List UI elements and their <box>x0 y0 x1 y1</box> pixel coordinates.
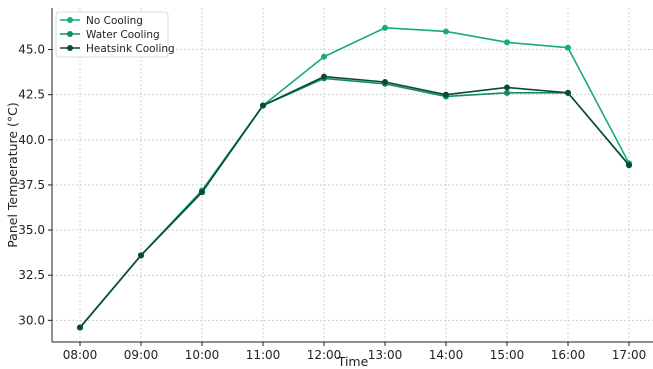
x-tick-label: 11:00 <box>246 348 281 362</box>
data-point <box>382 79 388 86</box>
data-point <box>504 89 510 96</box>
legend-label: Water Cooling <box>86 29 160 41</box>
y-axis-label: Panel Temperature (°C) <box>5 102 20 248</box>
x-tick-label: 08:00 <box>63 348 98 362</box>
legend: No Cooling Water Cooling Heatsink Cooling <box>55 11 175 58</box>
legend-label: No Cooling <box>86 15 143 27</box>
series-0 <box>77 24 632 331</box>
y-tick-label: 32.5 <box>18 268 45 282</box>
y-tick-label: 45.0 <box>18 43 45 57</box>
y-tick-label: 37.5 <box>18 178 45 192</box>
y-tick-label: 42.5 <box>18 88 45 102</box>
series-layer <box>77 24 632 331</box>
series-line <box>79 27 630 329</box>
data-point <box>199 189 205 196</box>
series-1 <box>77 75 632 331</box>
data-point <box>565 44 571 51</box>
x-axis-label: Time <box>337 354 369 369</box>
series-2 <box>77 73 632 331</box>
data-point <box>382 24 388 31</box>
x-tick-label: 13:00 <box>368 348 403 362</box>
x-tick-label: 16:00 <box>551 348 586 362</box>
x-tick-label: 10:00 <box>185 348 220 362</box>
legend-swatch-marker <box>67 31 73 37</box>
x-tick-label: 14:00 <box>429 348 464 362</box>
data-point <box>321 73 327 80</box>
data-point <box>626 162 632 169</box>
data-point <box>321 53 327 60</box>
data-point <box>504 84 510 91</box>
legend-item: Water Cooling <box>60 29 160 41</box>
legend-item: No Cooling <box>60 15 143 27</box>
series-line <box>79 75 630 329</box>
grid <box>52 8 653 342</box>
data-point <box>565 89 571 96</box>
y-tick-label: 35.0 <box>18 223 45 237</box>
y-ticks: 30.0 32.5 35.0 37.5 40.0 42.5 45.0 <box>18 43 52 327</box>
y-tick-label: 30.0 <box>18 313 45 327</box>
data-point <box>443 28 449 35</box>
legend-box <box>55 11 169 58</box>
data-point <box>77 324 83 331</box>
legend-item: Heatsink Cooling <box>60 43 175 55</box>
x-tick-label: 17:00 <box>612 348 647 362</box>
x-tick-label: 15:00 <box>490 348 525 362</box>
axes <box>51 8 653 343</box>
data-point <box>443 91 449 98</box>
series-line <box>79 77 630 329</box>
data-point <box>260 102 266 109</box>
x-tick-label: 09:00 <box>124 348 159 362</box>
x-tick-label: 12:00 <box>307 348 342 362</box>
data-point <box>504 39 510 46</box>
x-ticks: 08:00 09:00 10:00 11:00 12:00 13:00 14:00 15:00… <box>63 342 647 362</box>
data-point <box>138 252 144 259</box>
y-tick-label: 40.0 <box>18 133 45 147</box>
legend-swatch-marker <box>67 17 73 23</box>
legend-swatch-marker <box>67 45 73 51</box>
legend-label: Heatsink Cooling <box>86 43 175 55</box>
